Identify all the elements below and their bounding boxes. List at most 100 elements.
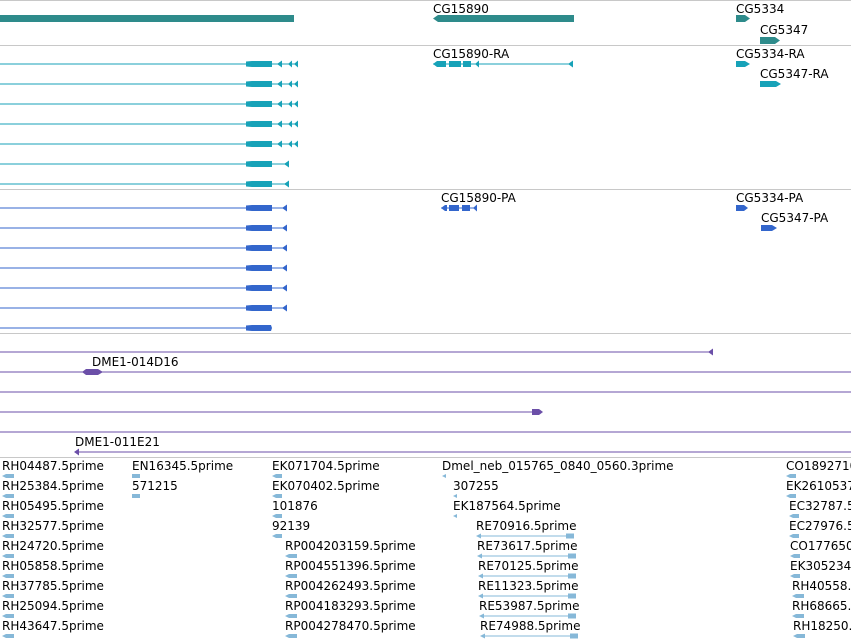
clone-row[interactable] bbox=[0, 409, 543, 415]
est-label[interactable]: RH05495.5prime bbox=[2, 499, 104, 513]
est-feature[interactable]: EK070402.5prime bbox=[272, 479, 380, 498]
transcript-row[interactable] bbox=[0, 304, 287, 312]
est-feature[interactable]: RH37785.5prime bbox=[2, 579, 104, 598]
est-feature[interactable]: RH05495.5prime bbox=[2, 499, 104, 518]
transcript-cg5334-ra[interactable]: CG5334-RA bbox=[736, 47, 805, 67]
est-feature[interactable]: RH25094.5prime bbox=[2, 599, 104, 618]
est-label[interactable]: RE53987.5prime bbox=[479, 599, 580, 613]
est-feature[interactable]: RP004262493.5prime bbox=[285, 579, 416, 598]
est-label[interactable]: 571215 bbox=[132, 479, 178, 493]
est-label[interactable]: RH43647.5prime bbox=[2, 619, 104, 633]
gene-label-cg5334[interactable]: CG5334 bbox=[736, 2, 784, 16]
est-feature[interactable]: 571215 bbox=[132, 479, 178, 498]
est-label[interactable]: RP004262493.5prime bbox=[285, 579, 416, 593]
est-label[interactable]: EC27976.5 bbox=[789, 519, 851, 533]
gene-label-cg5347[interactable]: CG5347 bbox=[760, 23, 808, 37]
est-label[interactable]: RH32577.5prime bbox=[2, 519, 104, 533]
transcript-cg15890-ra[interactable]: CG15890-RA bbox=[433, 47, 573, 68]
est-feature[interactable]: RP004183293.5prime bbox=[285, 599, 416, 618]
transcript-row[interactable] bbox=[0, 284, 287, 292]
clone-row[interactable] bbox=[74, 448, 851, 456]
transcript-row[interactable] bbox=[0, 100, 298, 108]
gene-feature-cg15890[interactable] bbox=[433, 15, 574, 22]
est-feature[interactable]: RH43647.5prime bbox=[2, 619, 104, 638]
est-feature[interactable]: EK187564.5prime bbox=[453, 499, 561, 518]
est-label[interactable]: RH37785.5prime bbox=[2, 579, 104, 593]
transcript-label-cg5347-ra[interactable]: CG5347-RA bbox=[760, 67, 829, 81]
est-label[interactable]: 307255 bbox=[453, 479, 499, 493]
est-feature[interactable]: CO1776500 bbox=[790, 539, 851, 558]
est-feature[interactable]: RH18250. bbox=[793, 619, 851, 638]
clone-label-dme1-014d16[interactable]: DME1-014D16 bbox=[92, 355, 179, 369]
est-label[interactable]: CO1892710 bbox=[786, 459, 851, 473]
clone-label-dme1-011e21[interactable]: DME1-011E21 bbox=[75, 435, 160, 449]
est-feature[interactable]: EC27976.5 bbox=[789, 519, 851, 538]
clone-row[interactable] bbox=[0, 369, 851, 375]
est-feature[interactable]: 307255 bbox=[453, 479, 499, 498]
est-feature[interactable]: RH24720.5prime bbox=[2, 539, 104, 558]
transcript-row[interactable] bbox=[0, 264, 287, 272]
transcript-label-cg5334-pa[interactable]: CG5334-PA bbox=[736, 191, 804, 205]
transcript-row[interactable] bbox=[0, 244, 287, 252]
gene-feature[interactable] bbox=[0, 15, 294, 22]
transcript-row[interactable] bbox=[0, 80, 298, 88]
transcript-cg5347-pa[interactable]: CG5347-PA bbox=[761, 211, 829, 231]
est-feature[interactable]: RP004551396.5prime bbox=[285, 559, 416, 578]
est-feature[interactable]: RE74988.5prime bbox=[480, 619, 581, 639]
est-feature[interactable]: RH32577.5prime bbox=[2, 519, 104, 538]
transcript-row[interactable] bbox=[0, 160, 289, 168]
transcript-cg15890-pa[interactable]: CG15890-PA bbox=[441, 191, 517, 212]
est-feature[interactable]: RE11323.5prime bbox=[478, 579, 579, 599]
est-label[interactable]: EC32787.5 bbox=[789, 499, 851, 513]
est-feature[interactable]: 92139 bbox=[272, 519, 310, 538]
transcript-cg5347-ra[interactable]: CG5347-RA bbox=[760, 67, 829, 87]
transcript-row[interactable] bbox=[0, 120, 298, 128]
est-label[interactable]: RH04487.5prime bbox=[2, 459, 104, 473]
transcript-row[interactable] bbox=[0, 224, 287, 232]
est-feature[interactable]: RP004278470.5prime bbox=[285, 619, 416, 638]
est-label[interactable]: EN16345.5prime bbox=[132, 459, 233, 473]
est-label[interactable]: EK187564.5prime bbox=[453, 499, 561, 513]
est-label[interactable]: EK070402.5prime bbox=[272, 479, 380, 493]
est-label[interactable]: RE73617.5prime bbox=[477, 539, 578, 553]
est-feature[interactable]: RE53987.5prime bbox=[479, 599, 580, 619]
est-label[interactable]: CO1776500 bbox=[790, 539, 851, 553]
gene-feature-cg5334[interactable] bbox=[736, 15, 750, 22]
est-label[interactable]: Dmel_neb_015765_0840_0560.3prime bbox=[442, 459, 674, 473]
est-label[interactable]: RH40558.5 bbox=[792, 579, 851, 593]
transcript-row[interactable] bbox=[0, 60, 298, 68]
est-label[interactable]: RH24720.5prime bbox=[2, 539, 104, 553]
est-feature[interactable]: RH40558.5 bbox=[792, 579, 851, 598]
est-label[interactable]: RH05858.5prime bbox=[2, 559, 104, 573]
est-feature[interactable]: EK071704.5prime bbox=[272, 459, 380, 478]
est-label[interactable]: RH18250. bbox=[793, 619, 851, 633]
gene-feature-cg5347[interactable] bbox=[760, 37, 780, 44]
est-label[interactable]: 101876 bbox=[272, 499, 318, 513]
transcript-label-cg5334-ra[interactable]: CG5334-RA bbox=[736, 47, 805, 61]
est-label[interactable]: EK3052340 bbox=[790, 559, 851, 573]
est-feature[interactable]: EK3052340 bbox=[790, 559, 851, 578]
transcript-label-cg15890-ra[interactable]: CG15890-RA bbox=[433, 47, 510, 61]
est-feature[interactable]: RE70125.5prime bbox=[478, 559, 579, 579]
est-feature[interactable]: EC32787.5 bbox=[789, 499, 851, 518]
est-feature[interactable]: RH25384.5prime bbox=[2, 479, 104, 498]
transcript-row[interactable] bbox=[0, 140, 298, 148]
est-feature[interactable]: EK2610537 bbox=[786, 479, 851, 498]
est-label[interactable]: 92139 bbox=[272, 519, 310, 533]
est-feature[interactable]: CO1892710 bbox=[786, 459, 851, 478]
est-feature[interactable]: RP004203159.5prime bbox=[285, 539, 416, 558]
clone-row[interactable] bbox=[0, 348, 713, 356]
transcript-label-cg15890-pa[interactable]: CG15890-PA bbox=[441, 191, 517, 205]
est-feature[interactable]: RE70916.5prime bbox=[476, 519, 577, 539]
gene-label-cg15890[interactable]: CG15890 bbox=[433, 2, 489, 16]
est-feature[interactable]: RE73617.5prime bbox=[477, 539, 578, 559]
est-feature[interactable]: Dmel_neb_015765_0840_0560.3prime bbox=[442, 459, 674, 478]
est-feature[interactable]: 101876 bbox=[272, 499, 318, 518]
est-label[interactable]: RP004551396.5prime bbox=[285, 559, 416, 573]
est-label[interactable]: RH25094.5prime bbox=[2, 599, 104, 613]
est-label[interactable]: EK2610537 bbox=[786, 479, 851, 493]
transcript-cg5334-pa[interactable]: CG5334-PA bbox=[736, 191, 804, 211]
est-label[interactable]: RE74988.5prime bbox=[480, 619, 581, 633]
transcript-row[interactable] bbox=[0, 180, 289, 188]
est-label[interactable]: RP004183293.5prime bbox=[285, 599, 416, 613]
